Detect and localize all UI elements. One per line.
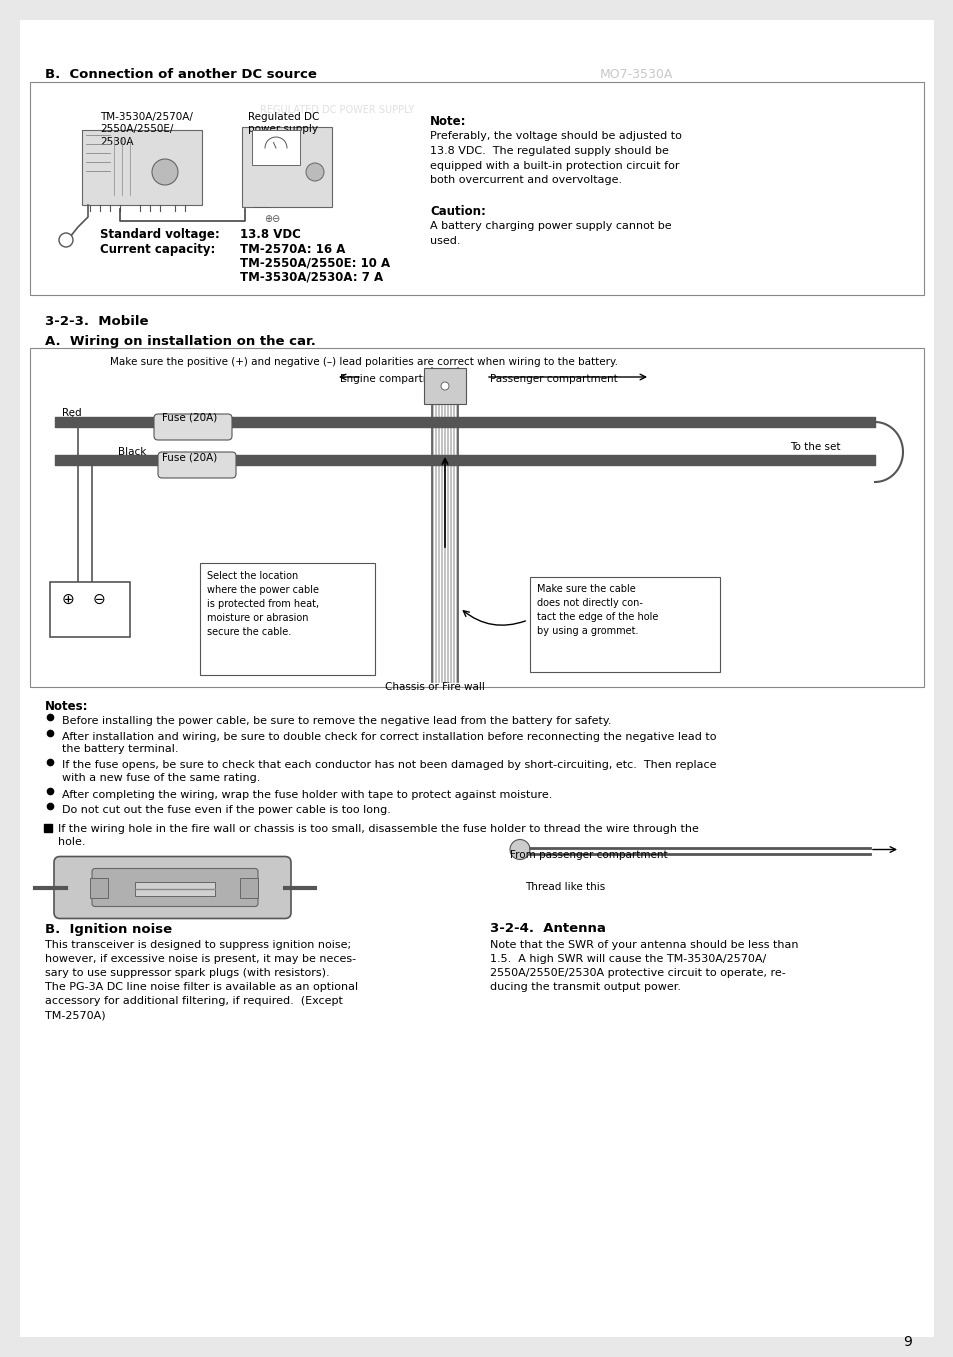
Text: After installation and wiring, be sure to double check for correct installation : After installation and wiring, be sure t… [62, 731, 716, 754]
Text: TM-2550A/2550E: 10 A: TM-2550A/2550E: 10 A [240, 256, 390, 269]
Text: Passenger compartment: Passenger compartment [490, 375, 618, 384]
Bar [82, 130, 202, 205]
Text: Regulated DC
power supply: Regulated DC power supply [248, 113, 319, 134]
Circle shape [440, 383, 449, 389]
Text: 13.8 VDC: 13.8 VDC [240, 228, 300, 242]
Bar [30, 347, 923, 687]
Bar [50, 582, 130, 636]
Text: Red: Red [62, 408, 82, 418]
Text: B.  Ignition noise: B. Ignition noise [45, 923, 172, 935]
Text: A.  Wiring on installation on the car.: A. Wiring on installation on the car. [45, 335, 315, 347]
Text: 3-2-3.  Mobile: 3-2-3. Mobile [45, 315, 149, 328]
Text: Black: Black [118, 446, 146, 457]
Text: Notes:: Notes: [45, 700, 89, 712]
Text: Caution:: Caution: [430, 205, 485, 218]
Text: 3-2-4.  Antenna: 3-2-4. Antenna [490, 923, 605, 935]
Text: Select the location
where the power cable
is protected from heat,
moisture or ab: Select the location where the power cabl… [207, 571, 319, 636]
Text: Before installing the power cable, be sure to remove the negative lead from the : Before installing the power cable, be su… [62, 716, 611, 726]
Text: If the wiring hole in the fire wall or chassis is too small, disassemble the fus: If the wiring hole in the fire wall or c… [58, 825, 699, 847]
Bar [423, 368, 465, 404]
Text: If the fuse opens, be sure to check that each conductor has not been damaged by : If the fuse opens, be sure to check that… [62, 760, 716, 783]
Text: TM-3530A/2530A: 7 A: TM-3530A/2530A: 7 A [240, 270, 383, 284]
Bar [44, 824, 52, 832]
Text: B.  Connection of another DC source: B. Connection of another DC source [45, 68, 316, 81]
FancyBboxPatch shape [91, 868, 257, 906]
Text: Do not cut out the fuse even if the power cable is too long.: Do not cut out the fuse even if the powe… [62, 805, 391, 816]
Text: Make sure the cable
does not directly con-
tact the edge of the hole
by using a : Make sure the cable does not directly co… [537, 584, 658, 636]
Text: Thread like this: Thread like this [524, 882, 604, 893]
Bar [240, 878, 257, 897]
Bar [530, 577, 720, 672]
Text: Engine compartment: Engine compartment [339, 375, 450, 384]
Text: Note that the SWR of your antenna should be less than
1.5.  A high SWR will caus: Note that the SWR of your antenna should… [490, 940, 798, 992]
Text: Preferably, the voltage should be adjusted to
13.8 VDC.  The regulated supply sh: Preferably, the voltage should be adjust… [430, 132, 681, 186]
Circle shape [59, 233, 73, 247]
Circle shape [152, 159, 178, 185]
Text: Current capacity:: Current capacity: [100, 243, 215, 256]
Text: Fuse (20A): Fuse (20A) [162, 452, 217, 461]
Text: Note:: Note: [430, 115, 466, 128]
Text: MO7-3530A: MO7-3530A [599, 68, 673, 81]
Text: ⊕⊖: ⊕⊖ [264, 214, 280, 224]
Bar [252, 130, 299, 166]
FancyBboxPatch shape [158, 452, 235, 478]
Text: ⊖: ⊖ [92, 592, 106, 607]
Text: ⊕: ⊕ [62, 592, 74, 607]
FancyBboxPatch shape [153, 414, 232, 440]
Text: To the set: To the set [789, 442, 840, 452]
FancyBboxPatch shape [54, 856, 291, 919]
Text: Chassis or Fire wall: Chassis or Fire wall [385, 683, 484, 692]
Text: A battery charging power supply cannot be
used.: A battery charging power supply cannot b… [430, 221, 671, 246]
Text: Make sure the positive (+) and negative (–) lead polarities are correct when wir: Make sure the positive (+) and negative … [110, 357, 618, 366]
Bar [200, 563, 375, 674]
Text: Standard voltage:: Standard voltage: [100, 228, 219, 242]
Text: REGULATED DC POWER SUPPLY: REGULATED DC POWER SUPPLY [260, 104, 414, 115]
Circle shape [306, 163, 324, 180]
Text: 9: 9 [902, 1335, 911, 1349]
Text: TM-2570A: 16 A: TM-2570A: 16 A [240, 243, 345, 256]
Text: TM-3530A/2570A/
2550A/2550E/
2530A: TM-3530A/2570A/ 2550A/2550E/ 2530A [100, 113, 193, 147]
Bar [135, 882, 214, 896]
Text: After completing the wiring, wrap the fuse holder with tape to protect against m: After completing the wiring, wrap the fu… [62, 790, 552, 799]
Bar [30, 81, 923, 294]
Text: From passenger compartment: From passenger compartment [510, 849, 667, 859]
Text: Fuse (20A): Fuse (20A) [162, 413, 217, 422]
Text: This transceiver is designed to suppress ignition noise;
however, if excessive n: This transceiver is designed to suppress… [45, 940, 357, 1020]
Bar [90, 878, 108, 897]
Bar [242, 128, 332, 208]
Circle shape [510, 840, 530, 859]
